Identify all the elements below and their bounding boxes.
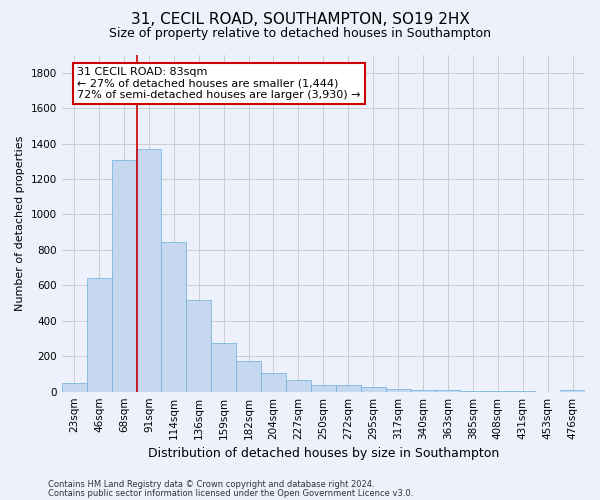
Bar [460, 391, 485, 392]
Bar [86, 278, 112, 392]
Bar [386, 389, 410, 392]
Text: Contains HM Land Registry data © Crown copyright and database right 2024.: Contains HM Land Registry data © Crown c… [48, 480, 374, 489]
X-axis label: Distribution of detached houses by size in Southampton: Distribution of detached houses by size … [148, 447, 499, 460]
Bar [261, 373, 286, 392]
Bar [361, 386, 386, 392]
Bar [62, 383, 86, 392]
Text: 31, CECIL ROAD, SOUTHAMPTON, SO19 2HX: 31, CECIL ROAD, SOUTHAMPTON, SO19 2HX [131, 12, 469, 28]
Bar [410, 390, 436, 392]
Text: 31 CECIL ROAD: 83sqm
← 27% of detached houses are smaller (1,444)
72% of semi-de: 31 CECIL ROAD: 83sqm ← 27% of detached h… [77, 67, 361, 100]
Bar [161, 242, 186, 392]
Bar [560, 390, 585, 392]
Y-axis label: Number of detached properties: Number of detached properties [15, 136, 25, 311]
Bar [485, 391, 510, 392]
Bar [236, 360, 261, 392]
Text: Size of property relative to detached houses in Southampton: Size of property relative to detached ho… [109, 28, 491, 40]
Bar [186, 300, 211, 392]
Bar [136, 149, 161, 392]
Bar [112, 160, 136, 392]
Bar [436, 390, 460, 392]
Bar [211, 343, 236, 392]
Bar [336, 386, 361, 392]
Bar [311, 385, 336, 392]
Bar [286, 380, 311, 392]
Text: Contains public sector information licensed under the Open Government Licence v3: Contains public sector information licen… [48, 488, 413, 498]
